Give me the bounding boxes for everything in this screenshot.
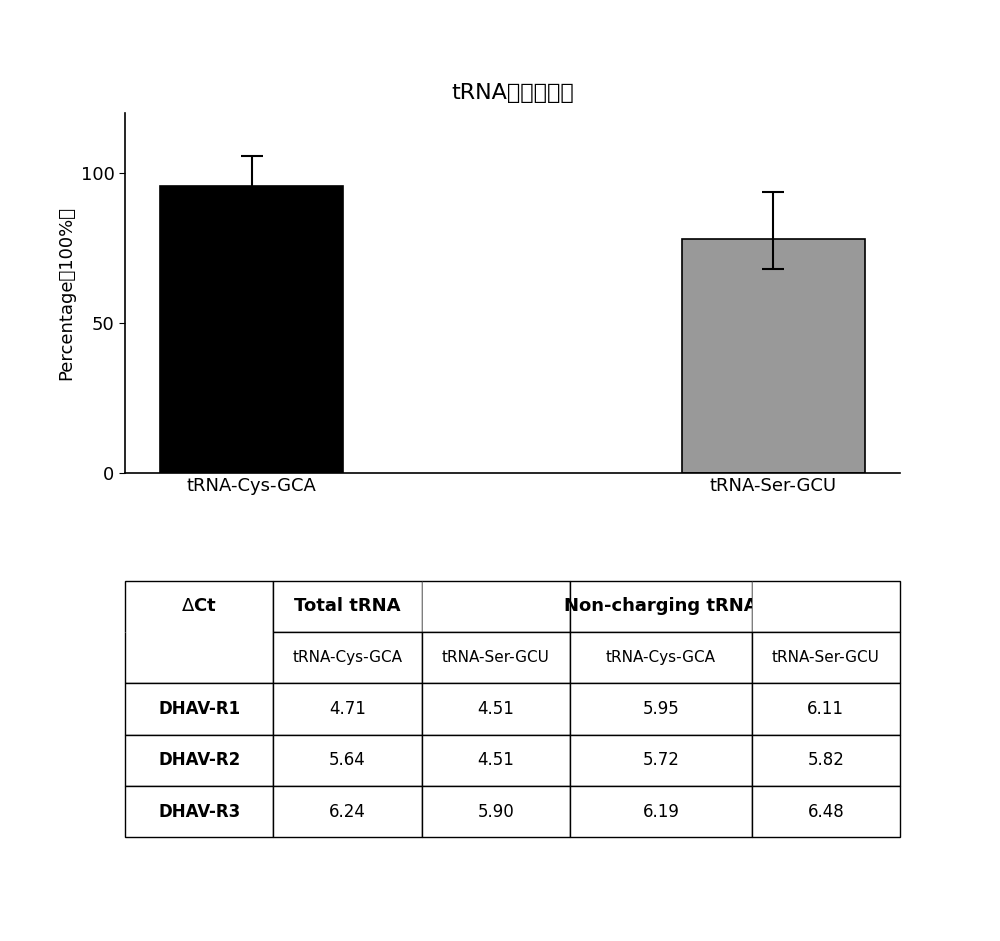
Y-axis label: Percentage（100%）: Percentage（100%） (57, 206, 75, 380)
Bar (160, 186, 343, 472)
Title: tRNA氨酰化水平: tRNA氨酰化水平 (451, 83, 574, 103)
Bar (682, 239, 865, 472)
